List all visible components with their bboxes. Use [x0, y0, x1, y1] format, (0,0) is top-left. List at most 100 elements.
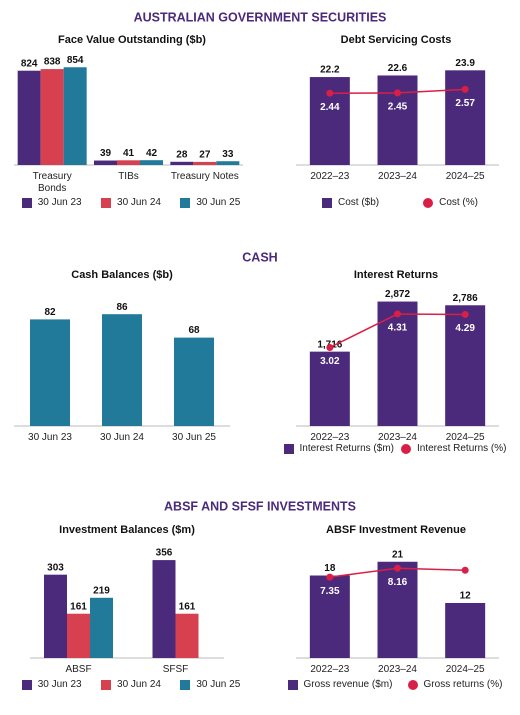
legend-item: Cost (%)	[423, 197, 478, 208]
section-heading: ABSF AND SFSF INVESTMENTS	[164, 499, 356, 513]
value-label: 39	[100, 148, 112, 159]
legend-item: 30 Jun 25	[180, 679, 240, 690]
value-label: 2,786	[453, 293, 478, 304]
legend-swatch	[321, 197, 332, 208]
value-label: 33	[222, 149, 234, 160]
bar	[377, 301, 418, 426]
value-label: 12	[460, 591, 472, 602]
x-tick-label: ABSF	[65, 664, 92, 675]
bar	[175, 613, 199, 658]
x-tick-label: 30 Jun 23	[28, 432, 72, 443]
x-tick-label: SFSF	[162, 664, 189, 675]
bar	[445, 70, 486, 165]
legend-label: 30 Jun 25	[196, 197, 241, 208]
chart-title: Face Value Outstanding ($b)	[58, 34, 206, 46]
value-label: 21	[392, 549, 404, 560]
value-label: 838	[44, 57, 61, 68]
value-label: 161	[179, 601, 196, 612]
bar	[94, 160, 117, 165]
legend-swatch	[287, 679, 298, 690]
point-label: 2.44	[320, 102, 340, 113]
value-label: 22.6	[388, 63, 408, 74]
value-label: 41	[123, 148, 135, 159]
legend-swatch	[407, 679, 418, 690]
value-label: 23.9	[455, 58, 475, 69]
chart-title: Investment Balances ($m)	[59, 524, 195, 536]
legend-item: 30 Jun 24	[101, 197, 161, 208]
chart-title: Cash Balances ($b)	[71, 269, 173, 281]
bar	[17, 70, 41, 165]
legend-item: Interest Returns ($m)	[283, 443, 394, 454]
bar	[40, 69, 64, 165]
legend: 30 Jun 23 30 Jun 24 30 Jun 25	[12, 197, 250, 208]
x-tick-label: 2024–25	[445, 171, 485, 182]
line-point	[326, 573, 334, 581]
bar	[170, 161, 194, 165]
line-point	[394, 564, 401, 572]
legend: Cost ($b) Cost (%)	[300, 197, 500, 208]
value-label: 22.2	[320, 65, 340, 76]
value-label: 42	[146, 148, 158, 159]
x-tick-label: 30 Jun 24	[100, 432, 144, 443]
point-label: 2.57	[455, 98, 475, 109]
line-point	[461, 85, 469, 93]
bar	[140, 160, 163, 165]
legend-swatch	[101, 197, 112, 208]
legend-label: 30 Jun 25	[196, 679, 241, 690]
section-heading: AUSTRALIAN GOVERNMENT SECURITIES	[134, 10, 387, 24]
bar	[377, 75, 418, 165]
line-point	[326, 89, 334, 97]
x-tick-label: TIBs	[118, 171, 139, 182]
bar	[216, 161, 240, 165]
legend-label: Interest Returns (%)	[417, 443, 507, 454]
chart-title: Interest Returns	[354, 269, 438, 281]
x-tick-label: Treasury Notes	[170, 171, 239, 182]
bar	[63, 67, 87, 165]
value-label: 219	[93, 585, 110, 596]
legend-item: 30 Jun 23	[21, 679, 82, 690]
legend-swatch	[21, 197, 32, 208]
value-label: 68	[188, 325, 200, 336]
line-point	[326, 343, 334, 351]
bar	[67, 613, 90, 658]
bar	[102, 314, 142, 426]
legend-swatch	[180, 679, 191, 690]
bar	[90, 597, 113, 658]
bar	[30, 319, 70, 426]
point-label: 4.29	[455, 323, 475, 334]
bar	[445, 603, 486, 658]
x-tick-label: 2023–24	[378, 664, 417, 675]
bar	[117, 160, 140, 165]
x-tick-label: 2024–25	[445, 664, 485, 675]
point-label: 3.02	[320, 356, 340, 367]
point-label: 2.45	[388, 102, 408, 113]
line-point	[394, 89, 401, 97]
point-label: 8.16	[388, 577, 408, 588]
legend-item: Gross revenue ($m)	[287, 679, 393, 690]
legend-item: Interest Returns (%)	[401, 443, 506, 454]
legend-label: Gross returns (%)	[423, 679, 503, 690]
value-label: 18	[324, 563, 336, 574]
legend-swatch	[21, 679, 32, 690]
bar	[377, 561, 418, 658]
legend-label: Cost (%)	[439, 197, 478, 208]
value-label: 303	[47, 562, 64, 573]
legend-item: Gross returns (%)	[407, 679, 503, 690]
legend: Gross revenue ($m) Gross returns (%)	[280, 679, 510, 690]
value-label: 86	[116, 302, 128, 313]
legend-label: Gross revenue ($m)	[303, 679, 393, 690]
legend-swatch	[423, 197, 434, 208]
value-label: 27	[199, 150, 211, 161]
bar	[193, 161, 217, 165]
x-tick-label: 2022–23	[310, 432, 350, 443]
value-label: 82	[44, 307, 56, 318]
bar	[445, 305, 486, 426]
legend-label: 30 Jun 23	[37, 679, 82, 690]
value-label: 824	[21, 58, 38, 69]
legend-swatch	[101, 679, 112, 690]
line-point	[394, 310, 401, 318]
legend-item: 30 Jun 24	[101, 679, 161, 690]
legend-swatch	[180, 197, 191, 208]
legend-item: Cost ($b)	[321, 197, 379, 208]
